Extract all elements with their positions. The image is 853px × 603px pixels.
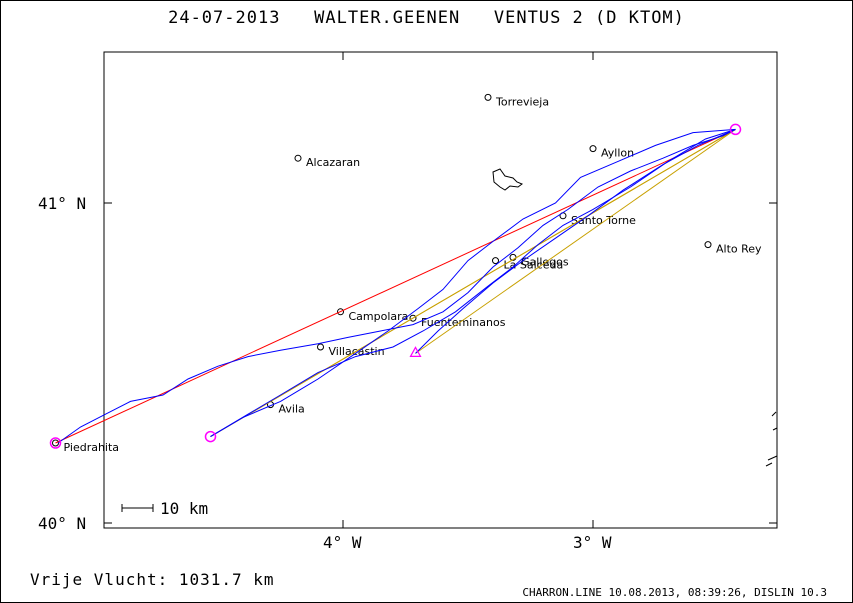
lon-tick-4w: 4° W	[323, 533, 362, 552]
place-marker	[337, 308, 344, 316]
lat-tick-40: 40° N	[38, 514, 86, 533]
lon-tick-3w: 3° W	[573, 533, 612, 552]
place-label: Santo Torne	[571, 214, 636, 227]
track-segment	[57, 128, 736, 444]
map-plot-frame	[103, 51, 778, 529]
flight-track	[57, 128, 736, 444]
distance-summary: Vrije Vlucht: 1031.7 km	[30, 570, 275, 589]
track-segment	[210, 128, 736, 438]
place-marker	[492, 257, 499, 265]
axis-ticks	[104, 52, 777, 528]
flight-title: 24-07-2013 WALTER.GEENEN VENTUS 2 (D KTO…	[168, 8, 685, 28]
track-segment	[415, 128, 736, 354]
place-label: Alcazaran	[306, 156, 360, 169]
place-marker	[484, 93, 492, 101]
task-leg-line	[415, 128, 736, 354]
place-label: Avila	[279, 403, 305, 416]
turnpoint-marker	[729, 123, 742, 136]
geography-outlines	[492, 168, 778, 467]
track-segment	[210, 128, 736, 438]
place-marker	[589, 145, 597, 153]
place-marker	[409, 314, 417, 322]
place-marker	[317, 343, 324, 351]
place-label: Campolara	[349, 310, 409, 323]
place-label: Alto Rey	[716, 243, 762, 256]
place-marker	[294, 154, 302, 162]
place-marker	[704, 241, 712, 249]
scale-bar: 10 km	[121, 499, 208, 518]
start-turnpoint	[49, 437, 62, 449]
place-label: Ayllon	[601, 147, 634, 160]
footer-info: CHARRON.LINE 10.08.2013, 08:39:26, DISLI…	[522, 586, 827, 599]
place-label: Fuenteminanos	[421, 316, 506, 329]
place-label: Torrevieja	[495, 95, 549, 108]
task-leg-line	[210, 128, 736, 438]
turnpoint-marker	[204, 430, 217, 443]
finish-turnpoint	[409, 346, 422, 357]
places-layer: Torrevieja Ayllon Alcazaran Santo Torne Alto…	[52, 93, 762, 454]
lat-tick-41: 41° N	[38, 194, 86, 213]
turnpoints	[49, 123, 742, 449]
scale-bar-label: 10 km	[160, 499, 208, 518]
place-label: Gallegos	[521, 255, 569, 268]
place-label: Piedrahita	[64, 441, 120, 454]
